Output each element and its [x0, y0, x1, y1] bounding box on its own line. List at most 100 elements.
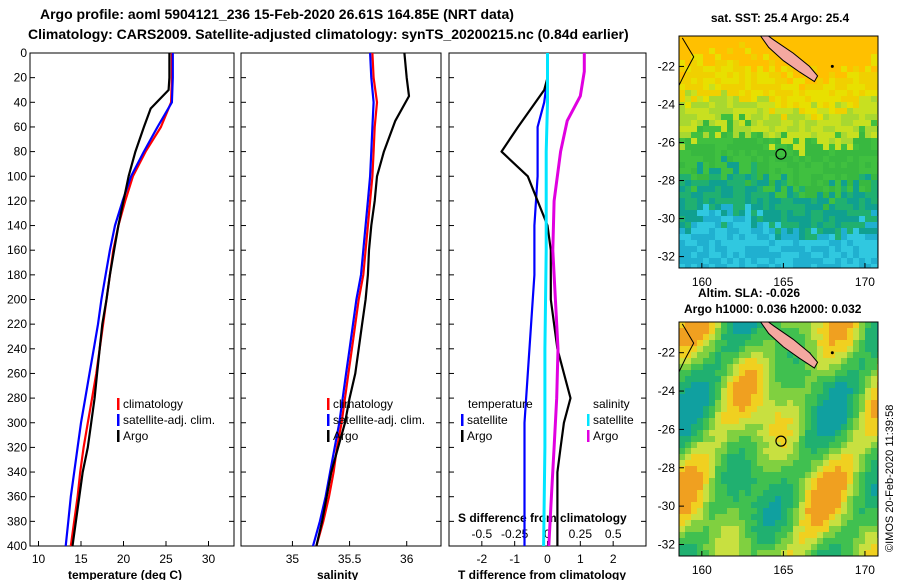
map_sst-pixel [799, 216, 805, 222]
map_sst-xtick-label: 160 [692, 275, 712, 289]
map_sst-pixel [853, 204, 859, 210]
map_sst-pixel [847, 60, 853, 66]
figure-title-line2: Climatology: CARS2009. Satellite-adjuste… [28, 26, 629, 42]
map_sla-pixel [835, 400, 841, 406]
map_sst-pixel [691, 264, 697, 268]
map_sst-pixel [763, 78, 769, 84]
map_sla-pixel [823, 484, 829, 490]
map_sst-pixel [853, 66, 859, 72]
map_sst-pixel [691, 216, 697, 222]
map_sst-pixel [823, 150, 829, 156]
map_sla-pixel [757, 448, 763, 454]
map_sst-pixel [847, 174, 853, 180]
map_sst-pixel [697, 114, 703, 120]
map_sla-pixel [745, 484, 751, 490]
map_sst-pixel [841, 144, 847, 150]
map_sst-pixel [751, 222, 757, 228]
map_sla-pixel [733, 328, 739, 334]
map_sla-pixel [763, 448, 769, 454]
map_sla-pixel [763, 430, 769, 436]
map_sst-pixel [763, 222, 769, 228]
map_sst-pixel [763, 186, 769, 192]
map_sst-pixel [841, 36, 847, 42]
difference-xlabel: T difference from climatology [458, 568, 626, 580]
map_sla-pixel [679, 460, 685, 466]
map_sla-pixel [709, 502, 715, 508]
map_sla-pixel [841, 442, 847, 448]
map_sla-pixel [751, 424, 757, 430]
map_sla-pixel [727, 418, 733, 424]
map_sla-pixel [733, 382, 739, 388]
map_sst-pixel [787, 204, 793, 210]
map_sla-pixel [721, 472, 727, 478]
map_sla-pixel [835, 550, 841, 556]
map_sst-pixel [859, 186, 865, 192]
map_sla-pixel [823, 418, 829, 424]
map_sla-pixel [727, 448, 733, 454]
map_sst-pixel [853, 180, 859, 186]
map_sla-pixel [697, 364, 703, 370]
map_sla-pixel [715, 544, 721, 550]
map_sst-pixel [829, 186, 835, 192]
map_sst-pixel [703, 210, 709, 216]
map_sla-pixel [697, 370, 703, 376]
map_sla-pixel [853, 364, 859, 370]
map_sla-pixel [811, 388, 817, 394]
map_sst-pixel [829, 114, 835, 120]
map_sst-pixel [805, 78, 811, 84]
map_sla-pixel [835, 490, 841, 496]
map_sla-pixel [823, 442, 829, 448]
map_sla-pixel [709, 538, 715, 544]
map_sst-pixel [745, 258, 751, 264]
map_sst-pixel [715, 102, 721, 108]
map_sst-pixel [739, 144, 745, 150]
map_sst-pixel [835, 198, 841, 204]
map_sla-pixel [799, 490, 805, 496]
map_sla-pixel [757, 502, 763, 508]
map_sst-pixel [757, 108, 763, 114]
map_sst-pixel [739, 162, 745, 168]
map_sla-pixel [739, 478, 745, 484]
map_sla-pixel [853, 478, 859, 484]
map_sla-pixel [727, 514, 733, 520]
map_sst-pixel [727, 198, 733, 204]
map_sst-pixel [865, 132, 871, 138]
map_sst-pixel [859, 210, 865, 216]
map_sla-pixel [709, 544, 715, 550]
map_sst-pixel [763, 156, 769, 162]
map_sst-pixel [739, 138, 745, 144]
map_sla-pixel [697, 538, 703, 544]
map_sst-pixel [823, 264, 829, 268]
map_sla-pixel [745, 358, 751, 364]
map_sst-pixel [739, 252, 745, 258]
map_sst-pixel [871, 240, 877, 246]
map_sst-pixel [697, 72, 703, 78]
map_sst-pixel [865, 150, 871, 156]
map_sst-pixel [703, 84, 709, 90]
map_sst-pixel [715, 252, 721, 258]
map_sst-pixel [751, 150, 757, 156]
map_sla-pixel [781, 496, 787, 502]
map_sla-pixel [871, 370, 877, 376]
map_sst-pixel [709, 90, 715, 96]
map_sla-pixel [841, 346, 847, 352]
map_sla-pixel [739, 418, 745, 424]
map_sst-pixel [775, 162, 781, 168]
map_sst-pixel [787, 150, 793, 156]
map_sst-pixel [709, 234, 715, 240]
map_sla-pixel [829, 328, 835, 334]
map_sla-pixel [775, 436, 781, 442]
map_sst-pixel [811, 66, 817, 72]
map_sst-pixel [703, 186, 709, 192]
map_sla-pixel [811, 322, 817, 328]
map_sst-pixel [715, 210, 721, 216]
map_sst-pixel [757, 246, 763, 252]
map_sla-pixel [823, 364, 829, 370]
map_sst-pixel [739, 132, 745, 138]
map_sst-pixel [715, 66, 721, 72]
map_sst-pixel [829, 264, 835, 268]
map_sst-pixel [715, 234, 721, 240]
map_sla-pixel [793, 526, 799, 532]
map_sla-pixel [733, 340, 739, 346]
map_sla-pixel [715, 424, 721, 430]
